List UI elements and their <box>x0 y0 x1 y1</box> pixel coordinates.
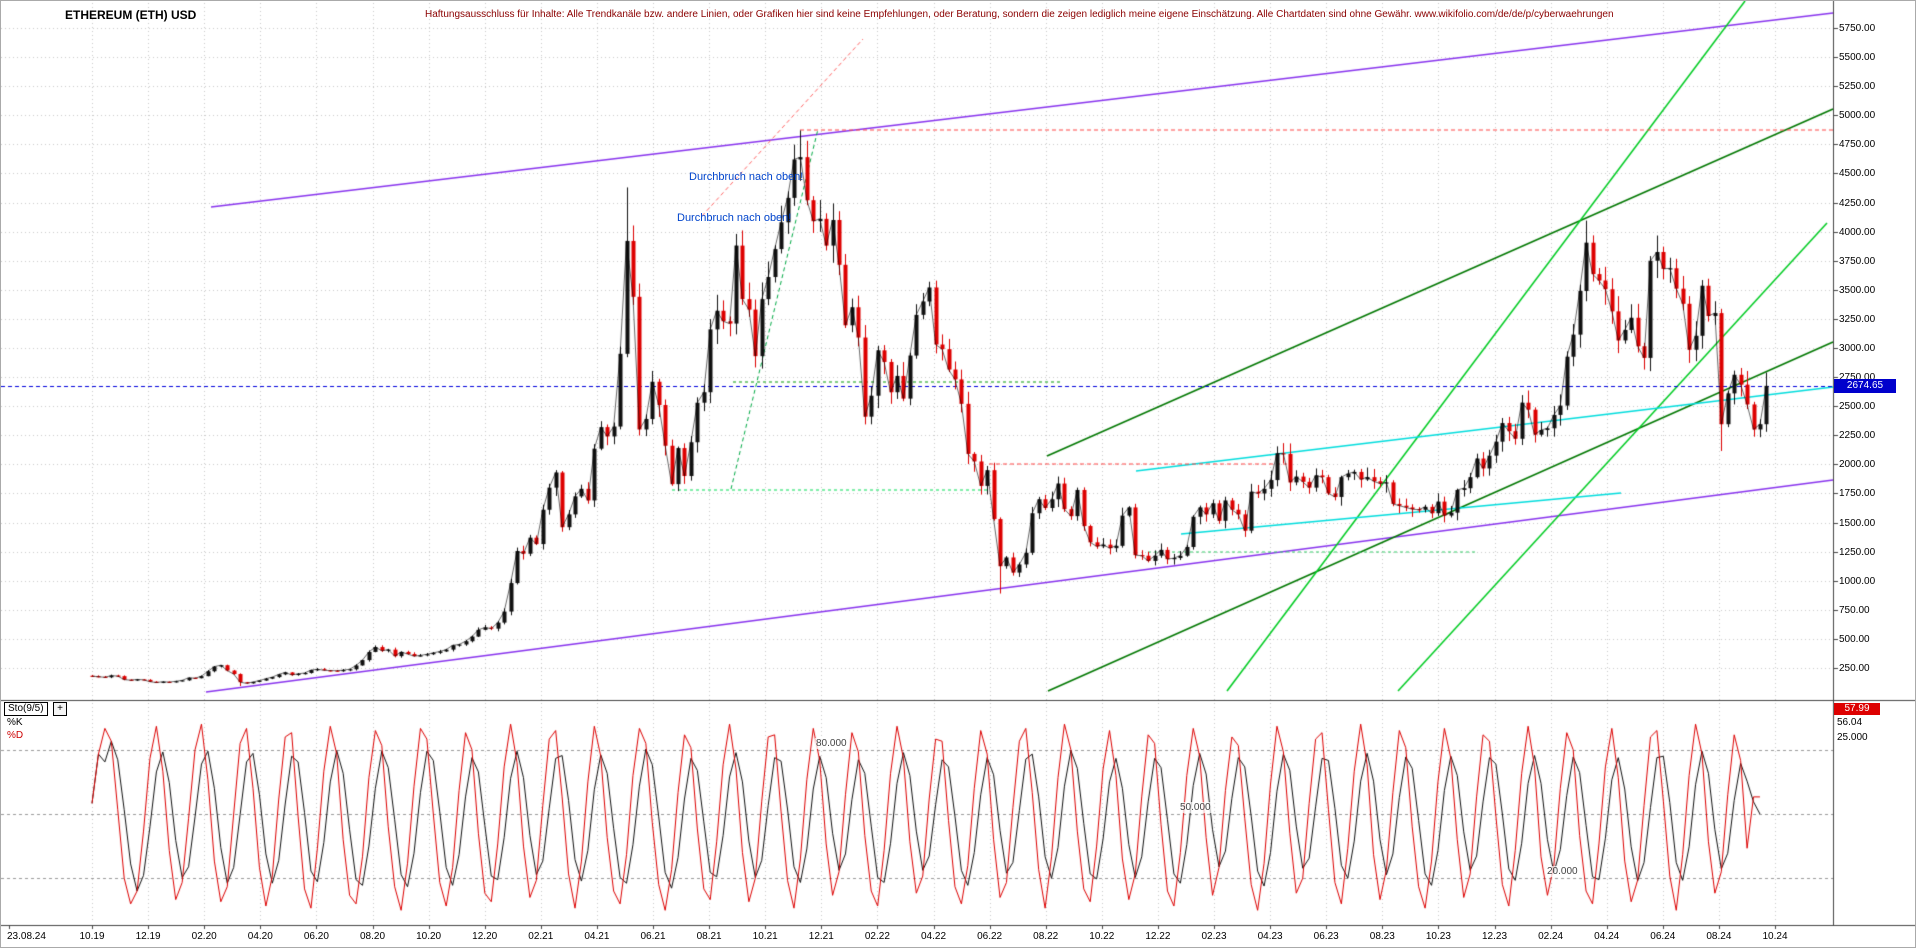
time-axis-label: 04.20 <box>247 931 273 942</box>
time-axis-label: 04.24 <box>1594 931 1620 942</box>
time-axis-label: 06.20 <box>303 931 329 942</box>
time-axis-label: 10.21 <box>752 931 778 942</box>
time-axis-label: 08.22 <box>1033 931 1059 942</box>
time-axis-label: 10.19 <box>79 931 105 942</box>
stochastic-scale-label: 25.000 <box>1837 732 1868 743</box>
time-axis-label: 12.21 <box>808 931 834 942</box>
price-axis-label: 2750.00 <box>1839 372 1876 384</box>
price-axis-label: 2500.00 <box>1839 401 1876 413</box>
price-axis-label: 1000.00 <box>1839 575 1876 587</box>
time-axis-label: 08.24 <box>1706 931 1732 942</box>
time-axis-label: 04.22 <box>920 931 947 942</box>
price-axis-label: 4250.00 <box>1839 197 1876 209</box>
stochastic-grid-label: 50.000 <box>1179 802 1212 813</box>
time-axis-label: 02.21 <box>528 931 554 942</box>
stochastic-d-value: 56.04 <box>1837 717 1863 728</box>
stochastic-k-value-badge: 57.99 <box>1834 703 1880 715</box>
current-price-badge: 2674.65 <box>1834 379 1896 393</box>
stochastic-indicator-label[interactable]: Sto(9/5) <box>4 702 48 716</box>
price-axis-label: 2250.00 <box>1839 430 1876 442</box>
time-axis-label: 02.24 <box>1538 931 1564 942</box>
stochastic-grid-label: 80.000 <box>815 737 848 749</box>
price-axis-label: 3500.00 <box>1839 284 1876 296</box>
time-axis-label: 10.22 <box>1089 931 1115 942</box>
time-axis-label: 12.22 <box>1145 931 1171 942</box>
stochastic-grid-label: 20.000 <box>1546 866 1579 878</box>
breakout-annotation: Durchbruch nach oben! <box>677 212 792 224</box>
time-axis-label: 04.21 <box>584 931 610 942</box>
time-axis-label: 06.21 <box>640 931 666 942</box>
time-axis-label: 23.08.24 <box>7 931 46 942</box>
time-axis-label: 12.23 <box>1481 931 1508 942</box>
time-axis-label: 06.22 <box>977 931 1003 942</box>
price-axis-label: 2000.00 <box>1839 459 1876 471</box>
time-axis-label: 06.23 <box>1313 931 1339 942</box>
price-axis-label: 1750.00 <box>1839 488 1876 500</box>
price-axis-label: 1500.00 <box>1839 517 1876 529</box>
price-axis-label: 750.00 <box>1839 604 1870 616</box>
price-axis-label: 4750.00 <box>1839 139 1876 151</box>
time-axis-label: 06.24 <box>1650 931 1676 942</box>
percent-d-label: %D <box>7 730 24 741</box>
time-axis-label: 10.23 <box>1425 931 1451 942</box>
price-axis-label: 1250.00 <box>1839 546 1876 558</box>
breakout-annotation: Durchbruch nach oben! <box>689 171 804 183</box>
time-axis-label: 12.19 <box>135 931 161 942</box>
price-axis-label: 5000.00 <box>1839 110 1876 122</box>
price-axis-label: 4000.00 <box>1839 226 1876 238</box>
time-axis-label: 12.20 <box>472 931 498 942</box>
time-axis-label: 08.23 <box>1369 931 1395 942</box>
time-axis-label: 10.20 <box>416 931 442 942</box>
price-axis-label: 5500.00 <box>1839 52 1876 64</box>
price-axis-label: 3250.00 <box>1839 313 1876 325</box>
chart-title: ETHEREUM (ETH) USD <box>65 8 197 22</box>
price-axis-label: 4500.00 <box>1839 168 1876 180</box>
time-axis-label: 10.24 <box>1762 931 1788 942</box>
percent-k-label: %K <box>7 717 23 728</box>
disclaimer-text: Haftungsausschluss für Inhalte: Alle Tre… <box>425 9 1614 20</box>
add-indicator-button[interactable]: + <box>53 702 67 716</box>
price-axis-label: 250.00 <box>1839 663 1870 674</box>
time-axis-label: 02.23 <box>1201 931 1227 942</box>
price-axis-label: 3750.00 <box>1839 255 1876 267</box>
time-axis-label: 04.23 <box>1257 931 1283 942</box>
time-axis-label: 02.20 <box>191 931 217 942</box>
time-axis-label: 08.20 <box>359 931 386 942</box>
price-axis-label: 3000.00 <box>1839 342 1876 354</box>
time-axis-label: 02.22 <box>864 931 890 942</box>
price-axis-label: 500.00 <box>1839 633 1870 645</box>
price-axis-label: 5250.00 <box>1839 81 1876 93</box>
price-axis-label: 5750.00 <box>1839 22 1876 34</box>
time-axis-label: 08.21 <box>696 931 722 942</box>
